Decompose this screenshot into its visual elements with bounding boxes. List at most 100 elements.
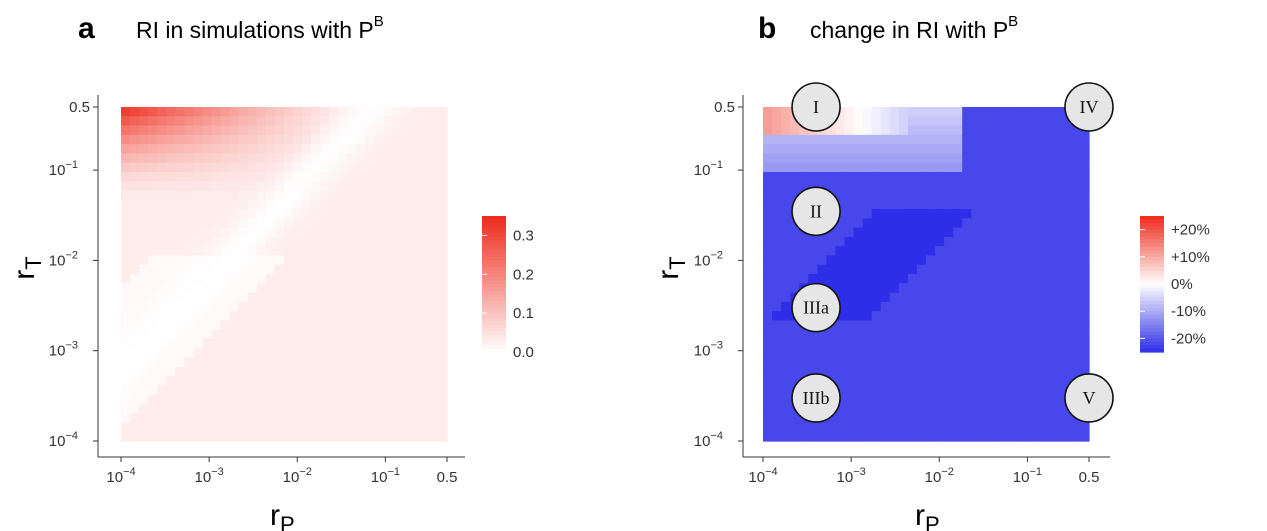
heatmap-cell bbox=[953, 329, 963, 340]
heatmap-cell bbox=[799, 162, 809, 173]
heatmap-cell bbox=[989, 116, 1000, 127]
heatmap-cell bbox=[437, 236, 448, 247]
heatmap-cell bbox=[781, 125, 791, 136]
heatmap-cell bbox=[437, 348, 448, 359]
heatmap-cell bbox=[980, 162, 990, 173]
heatmap-cell bbox=[916, 209, 927, 219]
heatmap-cell bbox=[835, 125, 846, 136]
heatmap-cell bbox=[256, 376, 267, 386]
heatmap-cell bbox=[256, 134, 267, 145]
colorbar-segment bbox=[1140, 216, 1164, 220]
colorbar-segment bbox=[482, 236, 506, 241]
heatmap-cell bbox=[329, 190, 339, 201]
heatmap-cell bbox=[157, 144, 167, 154]
heatmap-cell bbox=[265, 348, 276, 359]
heatmap-cell bbox=[238, 413, 249, 424]
heatmap-cell bbox=[401, 292, 412, 303]
colorbar-segment bbox=[1140, 345, 1164, 350]
heatmap-cell bbox=[148, 218, 158, 229]
heatmap-cell bbox=[148, 227, 158, 238]
heatmap-cell bbox=[1061, 190, 1072, 201]
heatmap-cell bbox=[401, 301, 412, 312]
heatmap-cell bbox=[889, 283, 900, 294]
heatmap-cell bbox=[1043, 255, 1054, 266]
heatmap-cell bbox=[835, 311, 846, 321]
heatmap-cell bbox=[347, 218, 358, 229]
colorbar-segment bbox=[1140, 331, 1164, 336]
heatmap-cell bbox=[193, 274, 204, 284]
heatmap-cell bbox=[935, 376, 945, 386]
heatmap-cell bbox=[889, 301, 900, 312]
heatmap-cell bbox=[898, 394, 909, 405]
heatmap-cell bbox=[935, 366, 945, 377]
colorbar-segment bbox=[482, 301, 506, 305]
panel-a-x-axis-label-sub: P bbox=[280, 512, 295, 531]
heatmap-cell bbox=[184, 116, 195, 127]
heatmap-cell bbox=[962, 144, 972, 154]
heatmap-cell bbox=[763, 153, 773, 164]
heatmap-cell bbox=[944, 199, 954, 210]
heatmap-cell bbox=[175, 162, 185, 173]
heatmap-cell bbox=[347, 348, 358, 359]
heatmap-cell bbox=[1070, 292, 1081, 303]
heatmap-cell bbox=[293, 153, 303, 164]
heatmap-cell bbox=[401, 218, 412, 229]
heatmap-cell bbox=[293, 116, 303, 127]
heatmap-cell bbox=[998, 199, 1009, 210]
heatmap-cell bbox=[356, 357, 367, 368]
heatmap-cell bbox=[247, 264, 258, 275]
heatmap-cell bbox=[148, 422, 158, 433]
heatmap-cell bbox=[1016, 162, 1027, 173]
heatmap-cell bbox=[293, 181, 303, 192]
heatmap-cell bbox=[229, 394, 240, 405]
heatmap-cell bbox=[916, 348, 927, 359]
heatmap-cell bbox=[880, 320, 891, 331]
heatmap-cell bbox=[374, 134, 385, 145]
heatmap-cell bbox=[844, 227, 855, 238]
heatmap-cell bbox=[916, 320, 927, 331]
heatmap-cell bbox=[311, 116, 321, 127]
heatmap-cell bbox=[374, 385, 385, 396]
heatmap-cell bbox=[862, 301, 873, 312]
heatmap-cell bbox=[211, 292, 222, 303]
heatmap-cell bbox=[1043, 153, 1054, 164]
heatmap-cell bbox=[880, 144, 891, 154]
colorbar-segment bbox=[1140, 314, 1164, 319]
heatmap-cell bbox=[1052, 366, 1063, 377]
heatmap-cell bbox=[799, 181, 809, 192]
heatmap-cell bbox=[157, 190, 167, 201]
heatmap-cell bbox=[284, 357, 294, 368]
heatmap-cell bbox=[220, 218, 231, 229]
heatmap-cell bbox=[383, 311, 394, 321]
heatmap-cell bbox=[401, 144, 412, 154]
heatmap-cell bbox=[148, 366, 158, 377]
heatmap-cell bbox=[374, 218, 385, 229]
heatmap-cell bbox=[428, 385, 439, 396]
heatmap-cell bbox=[980, 301, 990, 312]
heatmap-cell bbox=[781, 171, 791, 182]
heatmap-cell bbox=[338, 320, 348, 331]
heatmap-cell bbox=[953, 236, 963, 247]
heatmap-cell bbox=[383, 385, 394, 396]
heatmap-cell bbox=[835, 385, 846, 396]
heatmap-cell bbox=[781, 255, 791, 266]
heatmap-cell bbox=[302, 264, 312, 275]
heatmap-cell bbox=[916, 153, 927, 164]
y-tick-label: 0.5 bbox=[714, 99, 735, 116]
panel-a: a RI in simulations with PB 10−4 10−3 10−2… bbox=[8, 12, 534, 531]
heatmap-cell bbox=[193, 236, 204, 247]
colorbar-segment bbox=[482, 222, 506, 227]
heatmap-cell bbox=[1061, 376, 1072, 386]
heatmap-cell bbox=[419, 413, 430, 424]
heatmap-cell bbox=[374, 431, 385, 442]
heatmap-cell bbox=[889, 116, 900, 127]
heatmap-cell bbox=[302, 125, 312, 136]
heatmap-cell bbox=[247, 403, 258, 414]
colorbar-segment bbox=[482, 284, 506, 288]
colorbar-segment bbox=[482, 277, 506, 282]
heatmap-cell bbox=[916, 181, 927, 192]
heatmap-cell bbox=[853, 348, 864, 359]
heatmap-cell bbox=[329, 403, 339, 414]
heatmap-cell bbox=[401, 320, 412, 331]
heatmap-cell bbox=[121, 264, 131, 275]
